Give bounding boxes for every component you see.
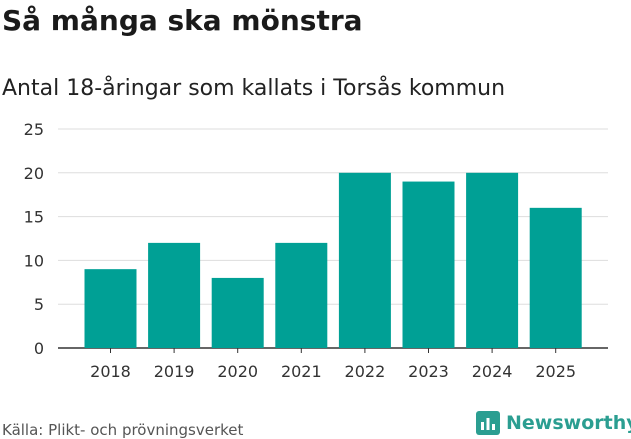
bar-chart-logo-icon (476, 411, 500, 435)
brand-logo: Newsworthy (476, 409, 631, 437)
x-axis-ticks: 2018 2019 2020 2021 2022 2023 2024 2025 (90, 348, 576, 381)
x-tick-label: 2019 (154, 362, 195, 381)
bar-2025 (529, 207, 582, 348)
x-tick-label: 2024 (472, 362, 513, 381)
bar-2022 (338, 172, 391, 348)
y-tick-label: 10 (24, 251, 44, 270)
y-tick-label: 25 (24, 120, 44, 139)
chart-subtitle: Antal 18-åringar som kallats i Torsås ko… (2, 76, 506, 101)
y-tick-label: 15 (24, 208, 44, 227)
source-note: Källa: Plikt- och prövningsverket (2, 421, 244, 439)
y-axis-ticks: 0 5 10 15 20 25 (24, 120, 44, 358)
x-tick-label: 2021 (281, 362, 322, 381)
bar-2021 (275, 242, 328, 348)
x-tick-label: 2018 (90, 362, 131, 381)
gridlines (58, 128, 608, 349)
bar-2024 (466, 172, 519, 348)
bar-2018 (84, 269, 137, 348)
y-tick-label: 20 (24, 164, 44, 183)
bar-2023 (402, 181, 455, 348)
bar-2020 (211, 277, 264, 348)
x-tick-label: 2022 (345, 362, 386, 381)
chart-title: Så många ska mönstra (2, 4, 363, 37)
x-tick-label: 2025 (535, 362, 576, 381)
bar-2019 (148, 242, 201, 348)
x-tick-label: 2023 (408, 362, 449, 381)
brand-name: Newsworthy (506, 412, 631, 434)
x-tick-label: 2020 (217, 362, 258, 381)
y-tick-label: 5 (34, 295, 44, 314)
y-tick-label: 0 (34, 339, 44, 358)
bars (84, 172, 582, 348)
